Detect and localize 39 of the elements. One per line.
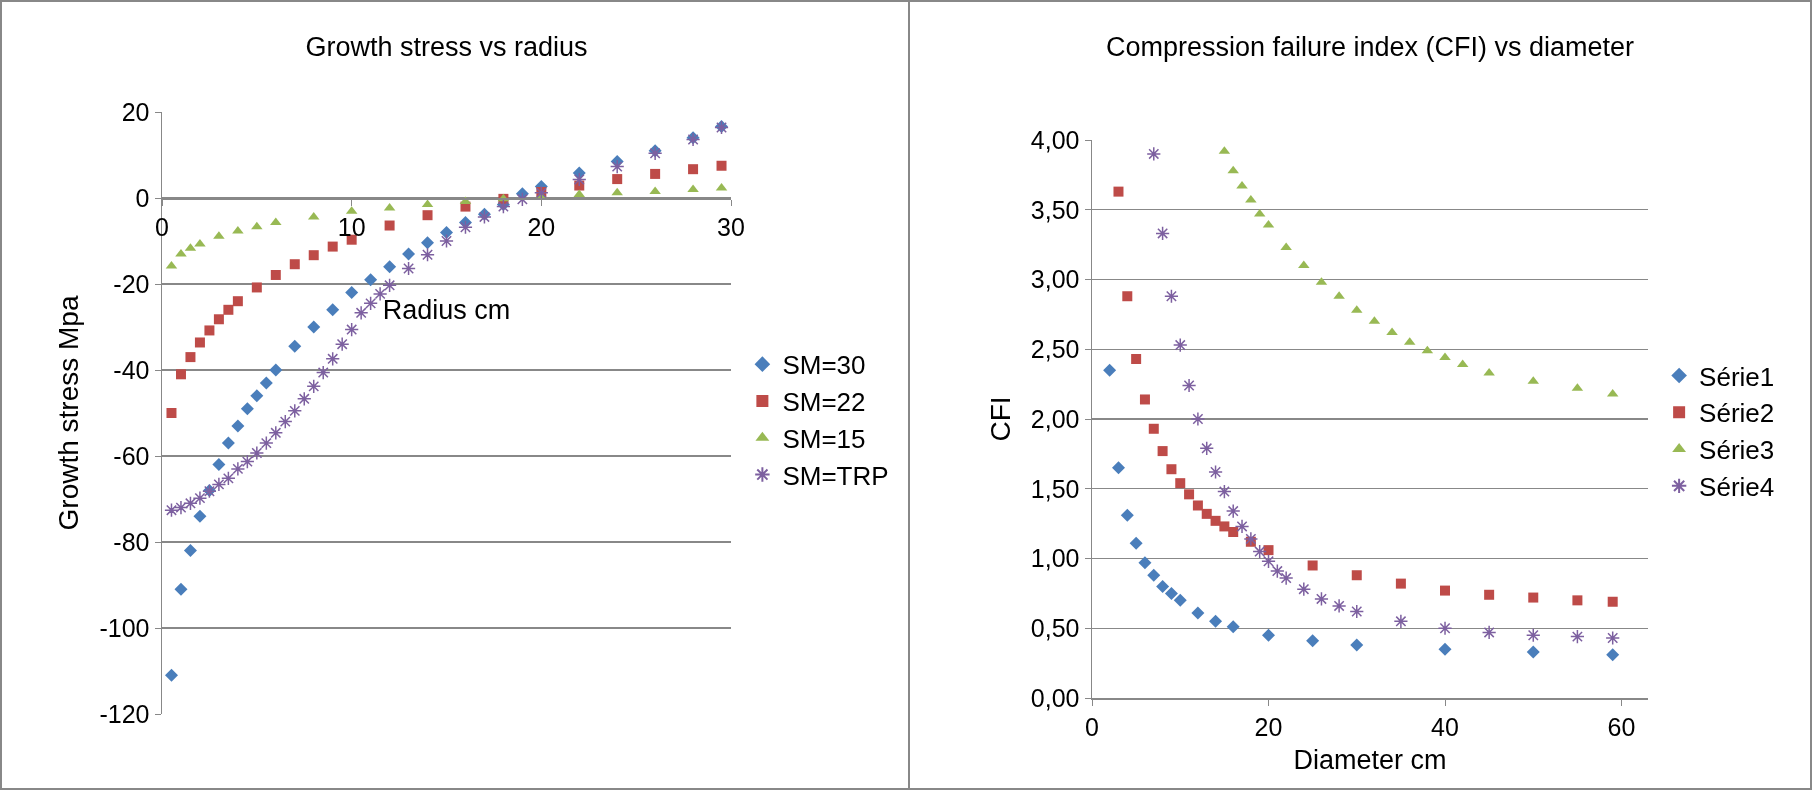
legend-label: Série3 — [1699, 435, 1775, 466]
y-tick-label: 1,50 — [1030, 474, 1080, 503]
y-tick-label: 1,00 — [1030, 544, 1080, 573]
chart-title: Growth stress vs radius — [305, 32, 588, 63]
y-tick-label: -120 — [99, 699, 150, 728]
x-tick-label: 60 — [1607, 712, 1636, 741]
legend-label: Série4 — [1699, 471, 1775, 502]
x-tick-label: 20 — [1254, 712, 1283, 741]
y-tick-label: 3,00 — [1030, 265, 1080, 294]
y-tick-label: 0 — [135, 183, 150, 212]
legend-label: SM=15 — [782, 423, 866, 454]
x-tick-label: 0 — [1085, 712, 1099, 741]
legend-label: Série2 — [1699, 398, 1775, 429]
y-tick-label: 0,00 — [1030, 683, 1080, 712]
x-axis-title: Diameter cm — [1293, 744, 1447, 775]
legend-label: Série1 — [1699, 361, 1775, 392]
x-tick-label: 20 — [527, 212, 556, 241]
x-tick-label: 40 — [1431, 712, 1459, 741]
y-tick-label: -40 — [113, 355, 150, 384]
y-tick-label: 4,00 — [1030, 125, 1080, 154]
x-tick-label: 0 — [155, 212, 169, 241]
legend-label: SM=30 — [782, 350, 866, 381]
y-tick-label: -20 — [113, 269, 150, 298]
y-tick-label: 20 — [121, 97, 150, 126]
legend-label: SM=TRP — [782, 460, 889, 491]
chart-title: Compression failure index (CFI) vs diameter — [1105, 32, 1635, 63]
legend-label: SM=22 — [782, 387, 866, 418]
y-tick-label: 2,50 — [1030, 335, 1080, 363]
x-axis-title: Radius cm — [382, 294, 511, 325]
y-tick-label: 0,50 — [1030, 614, 1080, 642]
y-tick-label: 3,50 — [1030, 195, 1080, 224]
x-tick-label: 30 — [717, 212, 745, 241]
y-tick-label: -80 — [113, 527, 150, 556]
y-tick-label: -100 — [99, 613, 150, 642]
y-tick-label: 2,00 — [1030, 404, 1080, 433]
y-tick-label: -60 — [113, 441, 150, 470]
y-axis-title: Growth stress Mpa — [53, 295, 85, 531]
x-tick-label: 10 — [337, 212, 366, 241]
y-axis-title: CFI — [984, 396, 1016, 442]
